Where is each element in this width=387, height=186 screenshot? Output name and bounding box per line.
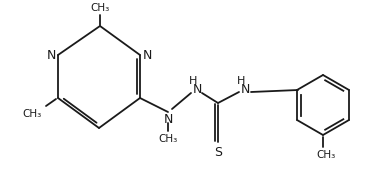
Text: CH₃: CH₃ [22, 109, 42, 119]
Text: H: H [237, 76, 245, 86]
Text: CH₃: CH₃ [91, 3, 110, 13]
Text: N: N [142, 49, 152, 62]
Text: N: N [163, 113, 173, 126]
Text: N: N [46, 49, 56, 62]
Text: H: H [189, 76, 197, 86]
Text: N: N [240, 83, 250, 95]
Text: N: N [192, 83, 202, 95]
Text: CH₃: CH₃ [158, 134, 178, 144]
Text: S: S [214, 145, 222, 158]
Text: CH₃: CH₃ [317, 150, 336, 160]
